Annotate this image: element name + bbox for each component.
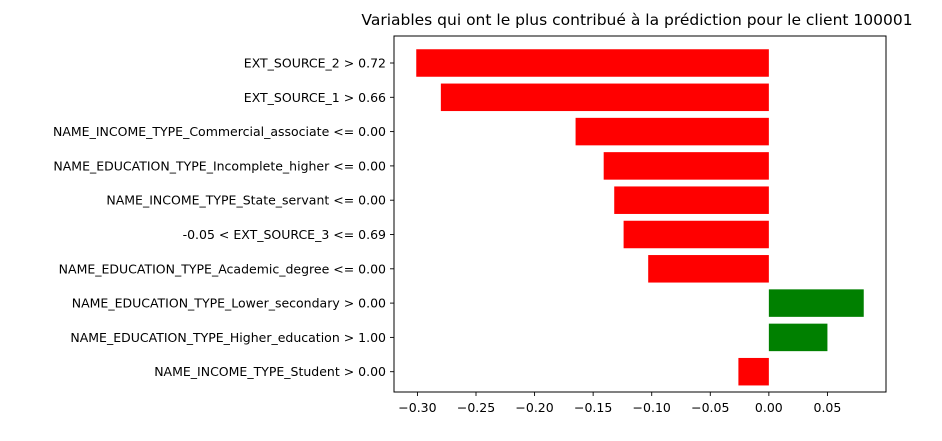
bar [648, 255, 769, 283]
bars-group [416, 49, 864, 386]
y-tick-label: NAME_INCOME_TYPE_State_servant <= 0.00 [106, 193, 386, 208]
bar [614, 186, 769, 214]
bar [440, 83, 769, 112]
y-axis: EXT_SOURCE_2 > 0.72 EXT_SOURCE_1 > 0.66 NA… [53, 56, 394, 379]
y-tick-label: NAME_EDUCATION_TYPE_Incomplete_higher <=… [53, 158, 386, 173]
y-tick-label: NAME_EDUCATION_TYPE_Academic_degree <= 0… [59, 261, 386, 276]
bar [738, 357, 769, 386]
y-tick-label: NAME_INCOME_TYPE_Student > 0.00 [154, 364, 386, 379]
plot-area-frame [393, 35, 887, 393]
x-tick-label: −0.15 [574, 400, 612, 415]
y-tick-label: NAME_EDUCATION_TYPE_Higher_education > 1… [70, 330, 386, 345]
y-tick-label: NAME_EDUCATION_TYPE_Lower_secondary > 0.… [72, 296, 386, 311]
x-tick-label: −0.20 [515, 400, 553, 415]
y-tick-label: EXT_SOURCE_1 > 0.66 [244, 90, 386, 105]
x-tick-label: 0.05 [814, 400, 842, 415]
bar [416, 49, 769, 77]
x-tick-label: −0.05 [691, 400, 729, 415]
chart-title: Variables qui ont le plus contribué à la… [361, 11, 912, 29]
bar [768, 289, 864, 317]
bar [603, 152, 769, 180]
y-tick-label: -0.05 < EXT_SOURCE_3 <= 0.69 [183, 227, 386, 242]
y-tick-label: EXT_SOURCE_2 > 0.72 [244, 56, 386, 71]
bar [768, 323, 828, 352]
x-tick-label: −0.10 [633, 400, 671, 415]
x-axis: −0.30 −0.25 −0.20 −0.15 −0.10 −0.05 0.00 0.05 [398, 392, 841, 415]
y-tick-label: NAME_INCOME_TYPE_Commercial_associate <=… [53, 124, 386, 139]
bar [623, 220, 769, 249]
x-tick-label: −0.30 [398, 400, 436, 415]
x-tick-label: −0.25 [457, 400, 495, 415]
x-tick-label: 0.00 [755, 400, 783, 415]
bar [575, 117, 769, 146]
